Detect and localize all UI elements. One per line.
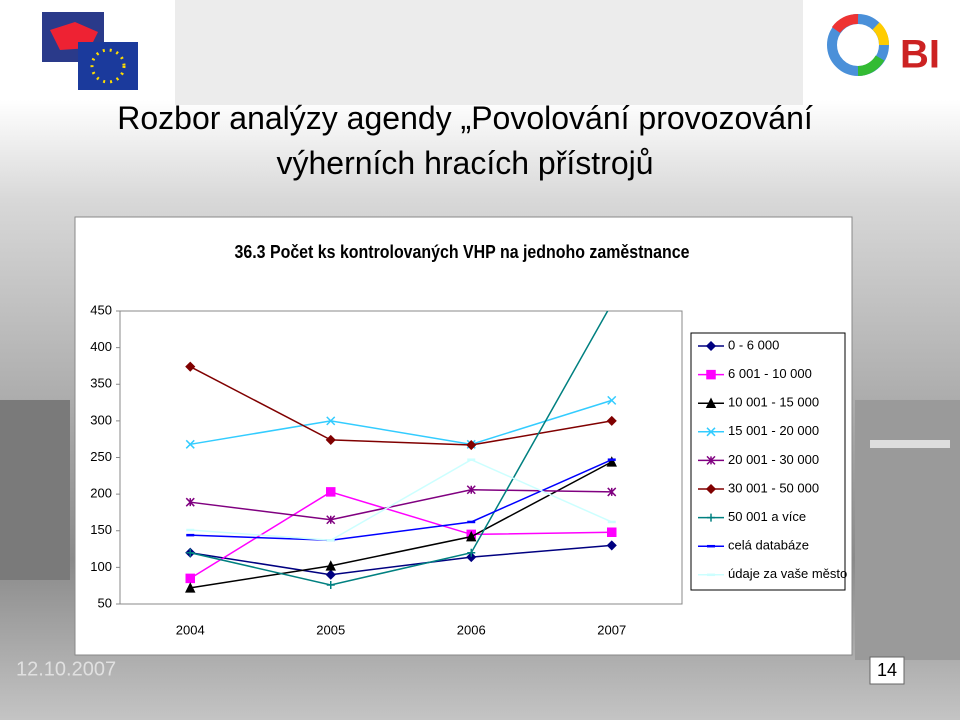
data-point (607, 527, 617, 537)
chart-title: 36.3 Počet ks kontrolovaných VHP na jedn… (235, 242, 690, 262)
data-point (466, 439, 477, 451)
data-point (466, 552, 477, 563)
data-point (185, 439, 195, 449)
data-point (326, 487, 336, 497)
data-point (185, 582, 196, 593)
legend-label: 15 001 - 20 000 (728, 423, 819, 438)
series-line (190, 461, 613, 589)
legend-label: celá databáze (728, 538, 809, 553)
data-point (607, 395, 617, 405)
series-line (190, 399, 612, 446)
y-tick-label: 100 (90, 559, 112, 574)
legend-label: 20 001 - 30 000 (728, 452, 819, 467)
legend-label: 6 001 - 10 000 (728, 366, 812, 381)
legend-label: 10 001 - 15 000 (728, 395, 819, 410)
legend-marker (705, 483, 717, 495)
data-point (466, 485, 476, 495)
slide-title: výherních hracích přístrojů (276, 145, 654, 181)
legend-marker (707, 513, 715, 522)
y-tick-label: 300 (90, 412, 112, 427)
legend-label: údaje za vaše město (728, 566, 847, 581)
series-line (190, 458, 613, 542)
data-point (326, 580, 335, 589)
legend-marker (705, 397, 717, 408)
series-line (190, 544, 612, 576)
data-point (326, 515, 336, 525)
y-tick-label: 250 (90, 449, 112, 464)
data-point (606, 415, 617, 426)
legend-label: 0 - 6 000 (728, 337, 779, 352)
series-line (190, 311, 609, 586)
legend-label: 30 001 - 50 000 (728, 480, 819, 495)
plot-area (119, 310, 683, 605)
slide-title: Rozbor analýzy agendy „Povolování provoz… (117, 100, 813, 136)
x-tick-label: 2007 (597, 622, 626, 637)
y-tick-label: 50 (98, 595, 112, 610)
series-group (185, 311, 617, 593)
data-point (607, 487, 617, 497)
x-tick-label: 2005 (316, 622, 345, 637)
svg-text:BI: BI (900, 33, 940, 77)
data-point (325, 569, 336, 580)
legend-marker (706, 455, 716, 465)
data-point (606, 456, 617, 467)
data-point (185, 361, 196, 372)
data-point (325, 434, 336, 445)
data-point (466, 530, 477, 542)
legend-marker (706, 427, 716, 437)
y-tick-label: 200 (90, 486, 112, 501)
data-point (325, 560, 336, 571)
y-tick-label: 400 (90, 339, 112, 354)
legend-marker (706, 369, 716, 380)
legend (690, 332, 846, 591)
y-tick-label: 350 (90, 376, 112, 391)
series-line (189, 366, 612, 446)
data-point (326, 416, 336, 426)
x-tick-label: 2006 (457, 622, 486, 637)
legend-marker (705, 340, 717, 352)
data-point (185, 497, 195, 507)
legend-label: 50 001 a více (728, 509, 806, 524)
y-tick-label: 150 (90, 522, 112, 537)
y-tick-label: 450 (90, 302, 112, 317)
data-point (467, 548, 476, 557)
data-point (186, 548, 195, 557)
data-point (606, 540, 617, 551)
data-point (185, 573, 195, 584)
x-tick-label: 2004 (176, 622, 205, 637)
